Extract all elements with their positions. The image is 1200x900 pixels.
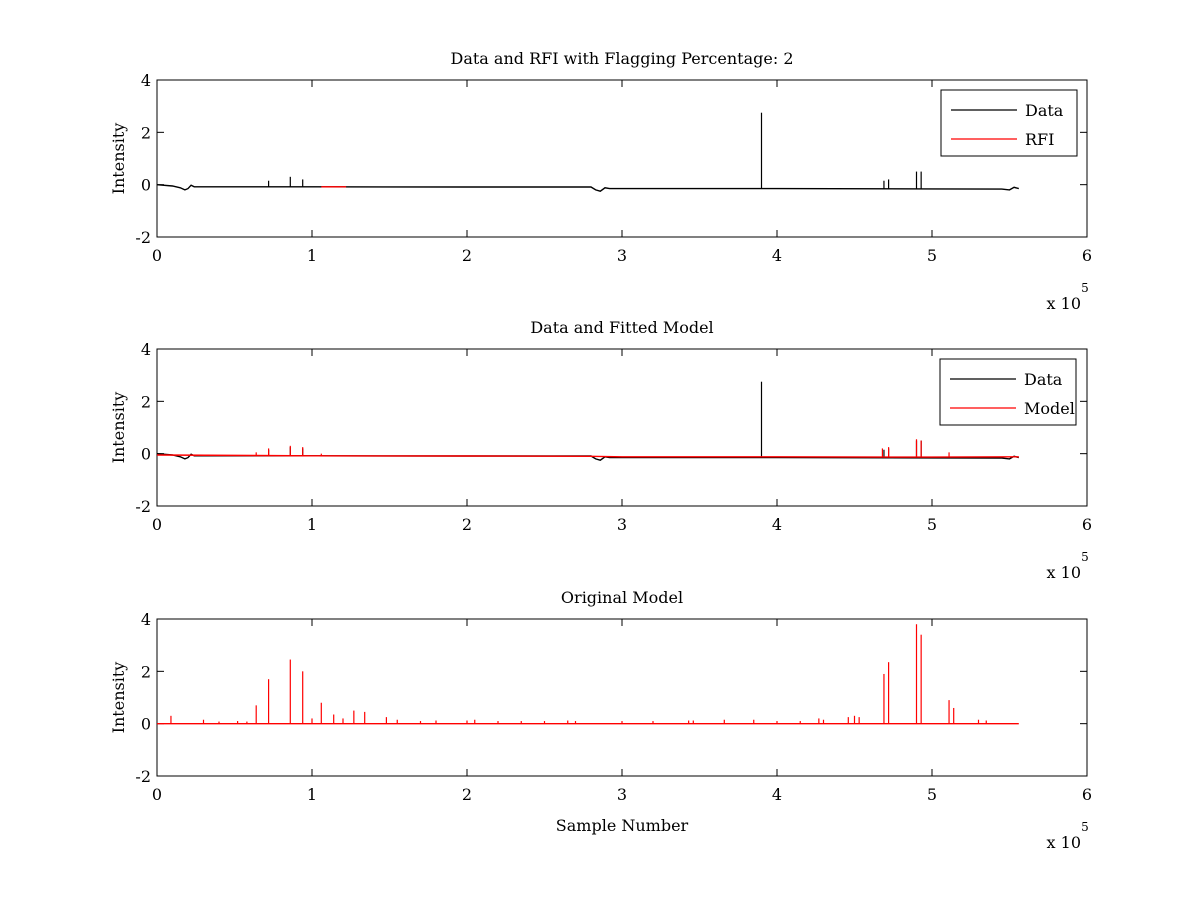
- series-model: [157, 439, 1019, 458]
- legend: Data RFI: [940, 89, 1078, 157]
- y-tick-label: 2: [141, 123, 151, 142]
- series-data: [157, 112, 1019, 192]
- x-tick-label: 6: [1082, 785, 1092, 804]
- plot-area: [157, 112, 1019, 192]
- series-line: [157, 184, 1019, 192]
- chart-title: Data and RFI with Flagging Percentage: 2: [450, 49, 793, 68]
- y-tick-label: 2: [141, 662, 151, 681]
- y-axis-label: Intensity: [109, 392, 128, 464]
- x-axis-label: Sample Number: [556, 816, 689, 835]
- plot-area: [157, 381, 1019, 461]
- x-tick-label: 1: [307, 785, 317, 804]
- x-tick-label: 2: [462, 246, 472, 265]
- x-tick-label: 2: [462, 785, 472, 804]
- x-tick-label: 0: [152, 515, 162, 534]
- y-tick-label: 0: [141, 715, 151, 734]
- x-tick-label: 5: [927, 246, 937, 265]
- x-tick-label: 4: [772, 246, 782, 265]
- legend-label: Model: [1024, 399, 1075, 418]
- x-exponent-label: x 10: [1047, 833, 1081, 852]
- x-exponent-label: x 10: [1047, 294, 1081, 313]
- x-tick-label: 5: [927, 515, 937, 534]
- y-tick-label: -2: [135, 497, 151, 516]
- legend-box: [940, 89, 1078, 157]
- x-tick-label: 1: [307, 246, 317, 265]
- x-tick-label: 0: [152, 246, 162, 265]
- x-tick-label: 4: [772, 515, 782, 534]
- legend: Data Model: [939, 358, 1077, 426]
- y-axis-label: Intensity: [109, 123, 128, 195]
- x-exponent-label: x 10: [1047, 563, 1081, 582]
- x-exponent: 5: [1081, 281, 1089, 295]
- y-tick-label: 4: [141, 340, 151, 359]
- y-tick-label: -2: [135, 767, 151, 786]
- legend-label: Data: [1025, 101, 1064, 120]
- x-tick-label: 0: [152, 785, 162, 804]
- legend-label: Data: [1024, 370, 1063, 389]
- chart-title: Original Model: [561, 588, 683, 607]
- x-tick-label: 3: [617, 246, 627, 265]
- x-tick-label: 2: [462, 515, 472, 534]
- x-tick-label: 1: [307, 515, 317, 534]
- x-tick-label: 5: [927, 785, 937, 804]
- x-tick-label: 3: [617, 785, 627, 804]
- series-line: [157, 453, 1019, 461]
- y-tick-label: -2: [135, 228, 151, 247]
- x-tick-label: 4: [772, 785, 782, 804]
- series-line: [157, 454, 1019, 458]
- x-exponent: 5: [1081, 820, 1089, 834]
- axes-box: [156, 348, 1088, 507]
- x-exponent: 5: [1081, 550, 1089, 564]
- legend-label: RFI: [1025, 130, 1054, 149]
- series-1: [157, 624, 1019, 725]
- axes-box: [156, 618, 1088, 777]
- y-tick-label: 0: [141, 176, 151, 195]
- x-tick-label: 6: [1082, 515, 1092, 534]
- y-tick-label: 4: [141, 610, 151, 629]
- y-axis-label: Intensity: [109, 662, 128, 734]
- y-tick-label: 0: [141, 445, 151, 464]
- y-tick-label: 2: [141, 392, 151, 411]
- y-tick-label: 4: [141, 71, 151, 90]
- chart-title: Data and Fitted Model: [530, 318, 713, 337]
- axes-box: [156, 79, 1088, 238]
- x-tick-label: 3: [617, 515, 627, 534]
- legend-box: [939, 358, 1077, 426]
- plot-area: [157, 624, 1019, 725]
- x-tick-label: 6: [1082, 246, 1092, 265]
